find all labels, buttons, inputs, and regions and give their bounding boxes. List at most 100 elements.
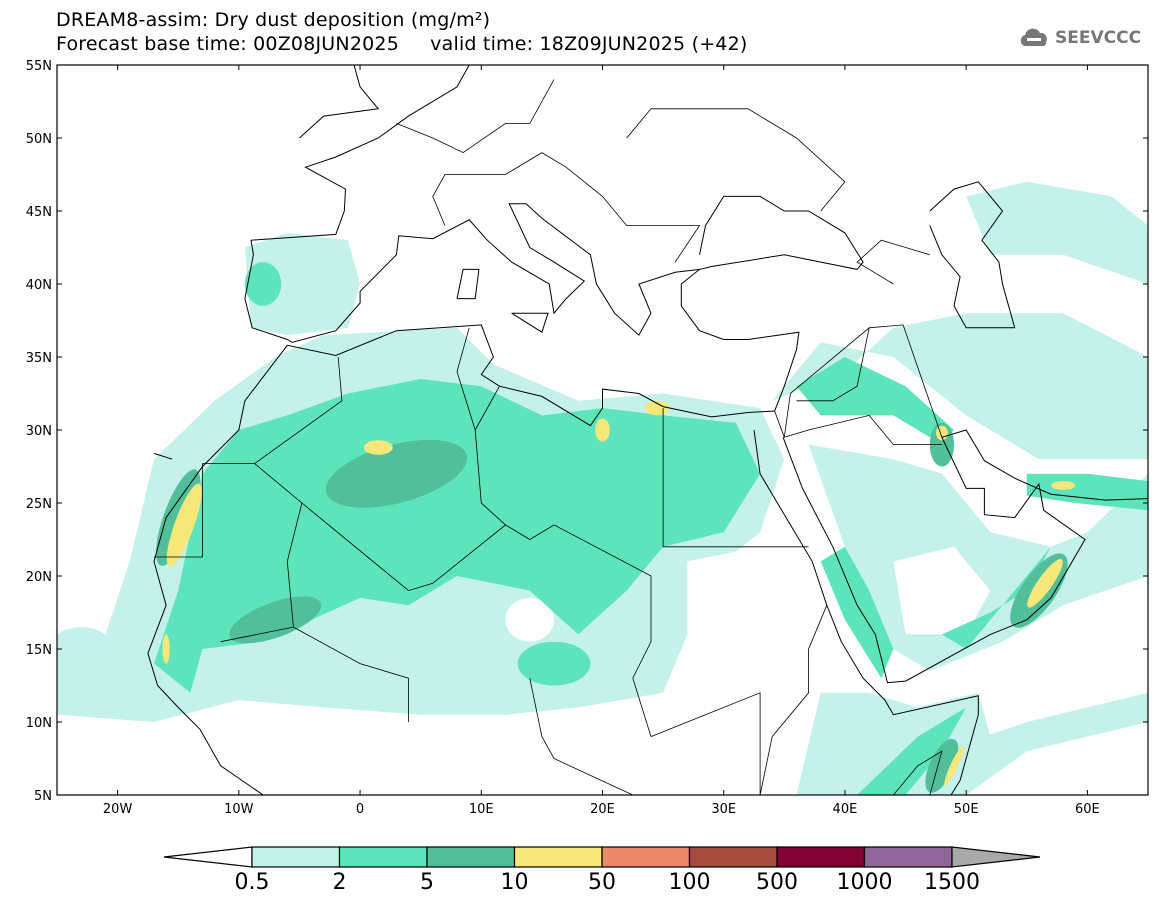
dust-level-10 (595, 418, 610, 442)
lon-tick-label: 10W (224, 802, 254, 817)
lon-tick-label: 30E (711, 802, 736, 817)
dust-level-2 (796, 357, 954, 445)
lon-tick-label: 0 (356, 802, 364, 817)
no-dust-area (893, 546, 991, 635)
country-border (456, 327, 476, 431)
dust-level-0.5 (772, 313, 1148, 460)
dust-level-10 (944, 745, 964, 786)
lon-tick-label: 50E (954, 802, 979, 817)
colorbar-level-label: 5 (420, 870, 434, 895)
country-border (474, 386, 506, 526)
dust-level-0.5 (966, 181, 1148, 284)
colorbar-box (776, 846, 866, 868)
country-border (626, 108, 846, 212)
lon-tick-label: 60E (1075, 802, 1100, 817)
colorbar-box (513, 846, 603, 868)
colorbar-level-label: 500 (756, 870, 798, 895)
dust-level-5 (325, 439, 468, 508)
coastline (244, 203, 700, 343)
colorbar-box (338, 846, 428, 868)
dust-level-0.5 (244, 232, 361, 336)
country-border (856, 239, 930, 285)
lat-tick-label: 20N (26, 570, 52, 585)
lat-tick-label: 5N (34, 789, 52, 804)
coastline (299, 65, 380, 139)
lat-tick-label: 10N (26, 716, 52, 731)
dust-level-10 (162, 634, 170, 664)
country-border (293, 626, 409, 722)
colorbar-level-label: 1500 (924, 870, 980, 895)
coastlines-borders (147, 65, 1148, 795)
colorbar-level-label: 0.5 (234, 870, 270, 895)
no-dust-area (505, 597, 555, 642)
lat-tick-label: 25N (26, 497, 52, 512)
colorbar (163, 846, 1041, 868)
dust-level-2 (517, 641, 591, 686)
country-border (301, 502, 652, 737)
country-border (254, 356, 343, 464)
colorbar-level-label: 100 (668, 870, 711, 895)
coastline (147, 195, 864, 795)
lat-tick-label: 45N (26, 205, 52, 220)
lat-tick-label: 50N (26, 132, 52, 147)
country-border (893, 750, 943, 795)
coastline (456, 268, 480, 300)
lat-tick-label: 35N (26, 351, 52, 366)
colorbar-box (426, 846, 516, 868)
dust-level-10 (1027, 559, 1063, 608)
lon-tick-label: 10E (469, 802, 494, 817)
coastline (250, 65, 470, 241)
lon-tick-label: 20E (590, 802, 615, 817)
country-border (396, 79, 555, 154)
colorbar-box (601, 846, 691, 868)
dust-level-5 (925, 738, 959, 793)
dust-level-5 (929, 422, 955, 467)
lon-tick-label: 40E (833, 802, 858, 817)
colorbar-box (688, 846, 778, 868)
lat-tick-label: 15N (26, 643, 52, 658)
caspian-coastline (929, 181, 1016, 329)
coastline (153, 452, 173, 460)
lat-tick-label: 30N (26, 424, 52, 439)
logo-text: SEEVCCC (1055, 28, 1142, 48)
country-border (220, 463, 303, 643)
dust-level-10 (363, 440, 393, 455)
country-border (650, 692, 761, 795)
country-border (662, 408, 809, 548)
coastline (782, 429, 1148, 684)
colorbar-level-label: 1000 (836, 870, 893, 895)
axis-ticks: 55N 50N 45N 40N 35N 30N 25N 20N 15N 10N 5N 20W 10W 0 1… (26, 59, 1148, 817)
dust-level-5 (229, 596, 322, 644)
country-border (432, 152, 701, 263)
forecast-times: Forecast base time: 00Z08JUN2025 valid t… (56, 33, 748, 55)
lat-tick-label: 55N (26, 59, 52, 74)
colorbar-level-label: 10 (500, 870, 529, 895)
dust-level-2 (820, 546, 894, 679)
cloud-icon (1020, 28, 1047, 46)
lat-tick-label: 40N (26, 278, 52, 293)
no-dust-area (687, 546, 797, 679)
country-border (759, 605, 828, 795)
coastline (753, 429, 979, 795)
country-border (774, 324, 943, 438)
dust-level-2 (857, 707, 967, 795)
country-border (529, 678, 633, 795)
country-border (154, 463, 255, 558)
country-border (796, 327, 870, 402)
dust-level-10 (1051, 481, 1076, 490)
colorbar-level-label: 50 (588, 870, 616, 895)
colorbar-level-label: 2 (332, 870, 347, 895)
lon-tick-label: 20W (103, 802, 133, 817)
dust-level-2 (244, 262, 282, 306)
dust-level-10 (166, 483, 202, 567)
dust-deposition-contours (57, 181, 1148, 795)
colorbar-box (251, 846, 341, 868)
colorbar-over-triangle (951, 846, 1041, 868)
country-border (784, 414, 942, 446)
colorbar-under-triangle (163, 846, 253, 868)
seevccc-logo: SEEVCCC (1018, 26, 1141, 50)
coastline (511, 312, 549, 333)
dust-level-0.5 (57, 627, 118, 686)
map-title: DREAM8-assim: Dry dust deposition (mg/m²… (56, 9, 491, 31)
